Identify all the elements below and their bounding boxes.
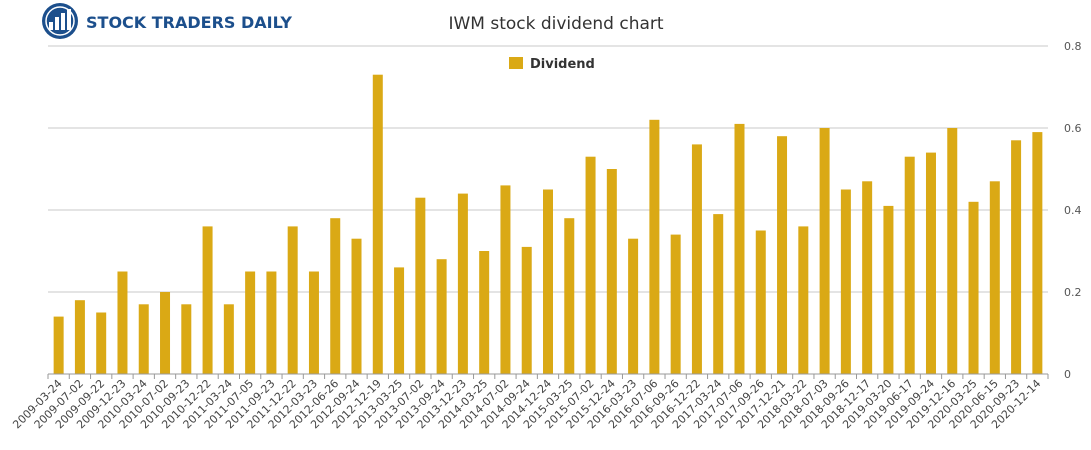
brand-name: STOCK TRADERS DAILY xyxy=(86,13,292,32)
bar-2018-09-26[interactable] xyxy=(840,189,851,375)
bar-2020-09-23[interactable] xyxy=(1011,140,1022,374)
x-tick-labels: 2009-03-242009-07-022009-09-222009-12-23… xyxy=(10,377,1043,431)
logo-ring-icon xyxy=(45,6,75,36)
bar-2010-07-02[interactable] xyxy=(160,292,171,374)
bar-2011-07-05[interactable] xyxy=(245,271,256,375)
bar-2020-12-14[interactable] xyxy=(1032,132,1043,374)
bar-2016-03-23[interactable] xyxy=(628,238,639,374)
bar-2009-12-23[interactable] xyxy=(117,271,128,375)
bar-2010-03-24[interactable] xyxy=(138,304,149,374)
bar-2009-09-22[interactable] xyxy=(96,312,107,375)
bar-2012-12-19[interactable] xyxy=(372,74,383,374)
y-tick-label: 0.6 xyxy=(1064,122,1082,135)
bar-2013-07-02[interactable] xyxy=(415,197,426,374)
brand-logo[interactable]: STOCK TRADERS DAILY xyxy=(42,3,292,39)
bar-2018-12-17[interactable] xyxy=(862,181,873,374)
bar-2019-06-17[interactable] xyxy=(904,156,915,374)
bar-2014-12-24[interactable] xyxy=(543,189,553,375)
bar-2018-03-22[interactable] xyxy=(798,226,809,374)
bar-2014-03-25[interactable] xyxy=(479,251,490,374)
y-tick-labels: 0 0.2 0.4 0.6 0.8 xyxy=(1064,40,1082,381)
bar-2013-09-24[interactable] xyxy=(436,259,447,374)
bar-2012-06-26[interactable] xyxy=(330,218,341,374)
bar-2017-07-06[interactable] xyxy=(734,123,745,375)
bar-2016-12-22[interactable] xyxy=(691,144,702,374)
bar-2012-09-24[interactable] xyxy=(351,238,362,374)
logo-bar-icon xyxy=(67,9,71,30)
bar-2011-12-22[interactable] xyxy=(287,226,298,374)
bar-2017-12-21[interactable] xyxy=(777,136,788,374)
bar-2020-03-25[interactable] xyxy=(968,201,979,374)
bar-2012-03-23[interactable] xyxy=(308,271,319,375)
bar-2015-03-25[interactable] xyxy=(564,218,575,374)
legend-label: Dividend xyxy=(530,57,595,72)
bar-2013-03-25[interactable] xyxy=(394,267,405,374)
bar-2010-12-22[interactable] xyxy=(202,226,213,374)
y-tick-label: 0 xyxy=(1064,368,1071,381)
bar-2009-03-24[interactable] xyxy=(53,316,64,374)
bar-2016-07-06[interactable] xyxy=(649,119,660,374)
bars xyxy=(53,74,1043,375)
axes xyxy=(47,373,1049,379)
y-tick-label: 0.8 xyxy=(1064,40,1082,53)
bar-2010-09-23[interactable] xyxy=(181,304,192,374)
legend-swatch xyxy=(509,57,523,69)
legend[interactable]: Dividend xyxy=(509,57,595,72)
bar-2014-09-24[interactable] xyxy=(521,246,532,374)
bar-2015-07-02[interactable] xyxy=(585,156,596,374)
bar-2011-09-23[interactable] xyxy=(266,271,277,375)
bar-2019-03-20[interactable] xyxy=(883,205,894,374)
bar-2015-12-24[interactable] xyxy=(606,169,617,374)
bar-2019-12-16[interactable] xyxy=(947,128,958,374)
bar-2017-03-24[interactable] xyxy=(713,214,724,374)
bar-2009-07-02[interactable] xyxy=(74,300,85,374)
bar-2019-09-24[interactable] xyxy=(925,152,936,374)
logo-globe-icon xyxy=(42,3,78,39)
bar-2017-09-26[interactable] xyxy=(755,230,766,375)
bar-2016-09-26[interactable] xyxy=(670,234,681,374)
bar-2018-07-03[interactable] xyxy=(819,128,830,374)
logo-bar-icon xyxy=(61,13,65,30)
y-tick-label: 0.2 xyxy=(1064,286,1082,299)
logo-bar-icon xyxy=(49,22,53,30)
bar-2014-07-02[interactable] xyxy=(500,185,511,374)
bar-2011-03-24[interactable] xyxy=(223,304,234,374)
logo-bar-icon xyxy=(55,17,59,30)
bar-2020-06-15[interactable] xyxy=(989,181,1000,374)
y-tick-label: 0.4 xyxy=(1064,204,1082,217)
bar-2013-12-23[interactable] xyxy=(457,193,468,374)
chart-title: IWM stock dividend chart xyxy=(448,14,663,34)
